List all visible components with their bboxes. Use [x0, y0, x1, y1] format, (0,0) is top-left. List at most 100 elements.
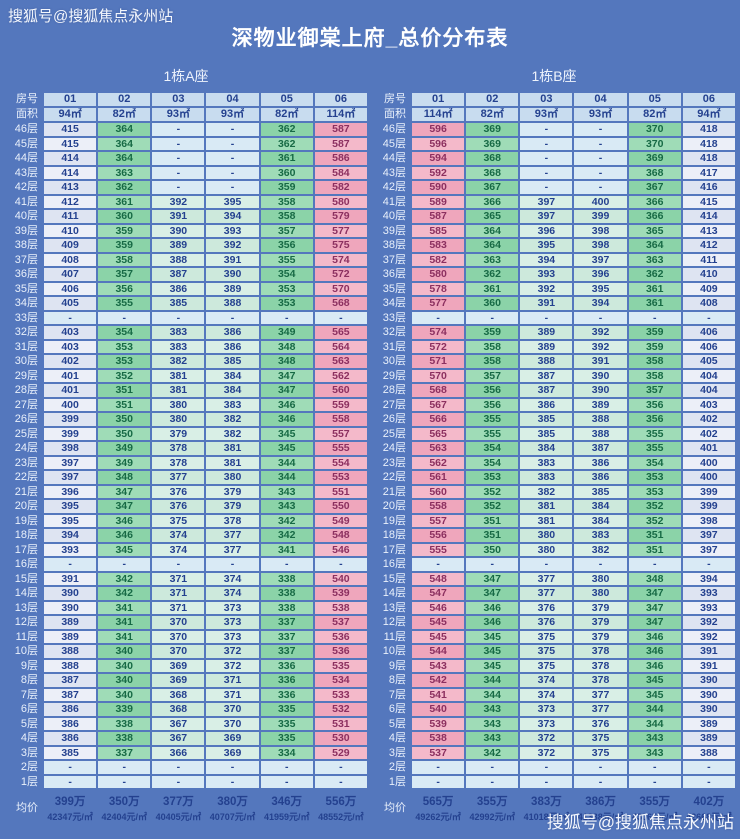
average-price-cell: 556万 48552元/㎡ — [315, 790, 367, 827]
price-cell: 388 — [44, 659, 97, 672]
area-cell: 82㎡ — [98, 108, 151, 121]
average-total-price: 380万 — [217, 796, 248, 808]
price-cell: - — [412, 775, 465, 788]
price-cell: 389 — [206, 282, 259, 295]
price-cell: 366 — [628, 210, 681, 223]
price-cell: 560 — [314, 384, 367, 397]
area-header-row: 面积 94㎡ 82㎡ 93㎡ 93㎡ 82㎡ 114㎡ — [5, 108, 367, 121]
average-unit-price: 40707元/㎡ — [209, 812, 256, 822]
price-cell: 357 — [628, 384, 681, 397]
price-cell: 378 — [574, 674, 627, 687]
price-cell: 382 — [206, 427, 259, 440]
building-b-section: 1栋B座 房号 01 02 03 04 05 06 面积 114㎡ 82㎡ 93㎡ 93㎡ 82㎡ 94㎡… — [371, 66, 737, 829]
average-price-cell: 386万 41338元/㎡ — [574, 790, 626, 827]
price-cell: 384 — [574, 500, 627, 513]
price-cell: 378 — [574, 645, 627, 658]
price-cell: - — [152, 123, 205, 136]
price-cell: 350 — [466, 543, 519, 556]
floor-label: 25层 — [382, 427, 406, 440]
price-cell: 344 — [628, 703, 681, 716]
price-cell: 398 — [574, 224, 627, 237]
price-cell: 394 — [682, 572, 735, 585]
floor-row: 1层 - - - - - - — [373, 775, 735, 788]
floor-label: 36层 — [14, 268, 38, 280]
price-cell: - — [520, 311, 573, 324]
price-cell: - — [152, 166, 205, 179]
price-cell: 387 — [44, 688, 97, 701]
floor-label: 46层 — [14, 123, 38, 135]
floor-row: 12层 545 346 376 379 347 392 — [373, 616, 735, 629]
price-cell: - — [682, 761, 735, 774]
price-cell: 401 — [682, 442, 735, 455]
price-cell: 351 — [628, 543, 681, 556]
price-cell: 338 — [260, 587, 313, 600]
watermark-top: 搜狐号@搜狐焦点永州站 — [8, 8, 174, 25]
price-cell: 557 — [412, 514, 465, 527]
price-cell: 362 — [466, 268, 519, 281]
floor-label: 2层 — [388, 761, 406, 773]
floor-label: 18层 — [382, 529, 406, 541]
price-cell: 343 — [260, 485, 313, 498]
floor-row: 39层 585 364 396 398 365 413 — [373, 224, 735, 237]
floor-row: 25层 399 350 379 382 345 557 — [5, 427, 367, 440]
price-cell: 393 — [682, 587, 735, 600]
price-cell: 386 — [44, 703, 97, 716]
price-cell: - — [682, 558, 735, 571]
price-cell: 564 — [314, 340, 367, 353]
price-cell: 354 — [260, 268, 313, 281]
price-cell: 376 — [574, 717, 627, 730]
price-cell: 355 — [260, 253, 313, 266]
price-cell: 570 — [314, 282, 367, 295]
price-cell: 336 — [260, 688, 313, 701]
floor-label: 17层 — [14, 543, 38, 556]
average-price-row: 均价 565万 49262元/㎡ 355万 42992元/㎡ 383万 41018元/㎡ 38… — [373, 790, 735, 827]
price-cell: 396 — [574, 268, 627, 281]
floor-label: 37层 — [382, 253, 406, 266]
floor-label: 45层 — [382, 137, 406, 150]
floor-label: 22层 — [382, 471, 406, 483]
price-cell: 393 — [206, 224, 259, 237]
floor-row: 36层 580 362 393 396 362 410 — [373, 268, 735, 281]
price-cell: 579 — [314, 210, 367, 223]
room-number-cell: 05 — [260, 93, 313, 106]
tables-container: 1栋A座 房号 01 02 03 04 05 06 面积 94㎡ 82㎡ 93㎡ 93㎡ 82㎡ 114㎡… — [0, 66, 740, 829]
price-cell: 391 — [574, 355, 627, 368]
price-cell: 346 — [98, 514, 151, 527]
price-cell: 397 — [574, 253, 627, 266]
floor-label: 3层 — [20, 746, 38, 759]
price-cell: 359 — [466, 326, 519, 339]
price-cell: 337 — [260, 645, 313, 658]
price-cell: 385 — [520, 427, 573, 440]
price-cell: 345 — [628, 674, 681, 687]
floor-label: 46层 — [382, 123, 406, 135]
floor-row: 39层 410 359 390 393 357 577 — [5, 224, 367, 237]
floor-label: 32层 — [14, 326, 38, 338]
price-cell: 397 — [44, 471, 97, 484]
price-cell: 361 — [466, 282, 519, 295]
price-cell: 337 — [98, 746, 151, 759]
price-cell: 405 — [682, 355, 735, 368]
price-cell: 546 — [412, 601, 465, 614]
floor-label: 2层 — [20, 761, 38, 773]
price-cell: 380 — [520, 529, 573, 542]
floor-label: 15层 — [14, 572, 38, 585]
price-cell: 414 — [44, 152, 97, 165]
price-cell: 387 — [44, 674, 97, 687]
price-cell: - — [574, 152, 627, 165]
floor-row: 21层 560 352 382 385 353 399 — [373, 485, 735, 498]
floor-row: 41层 589 366 397 400 366 415 — [373, 195, 735, 208]
price-cell: 418 — [682, 152, 735, 165]
price-cell: 349 — [98, 442, 151, 455]
floor-row: 46层 415 364- -362 587 — [5, 123, 367, 136]
price-cell: 532 — [314, 703, 367, 716]
price-cell: - — [314, 775, 367, 788]
building-a-title: 1栋A座 — [163, 68, 209, 84]
floor-row: 18层 556 351 380 383 351 397 — [373, 529, 735, 542]
price-cell: - — [682, 775, 735, 788]
floor-label: 26层 — [14, 413, 38, 425]
price-cell: 411 — [682, 253, 735, 266]
price-cell: 380 — [206, 471, 259, 484]
price-cell: 577 — [412, 297, 465, 310]
price-cell: 530 — [314, 732, 367, 745]
price-cell: 539 — [314, 587, 367, 600]
